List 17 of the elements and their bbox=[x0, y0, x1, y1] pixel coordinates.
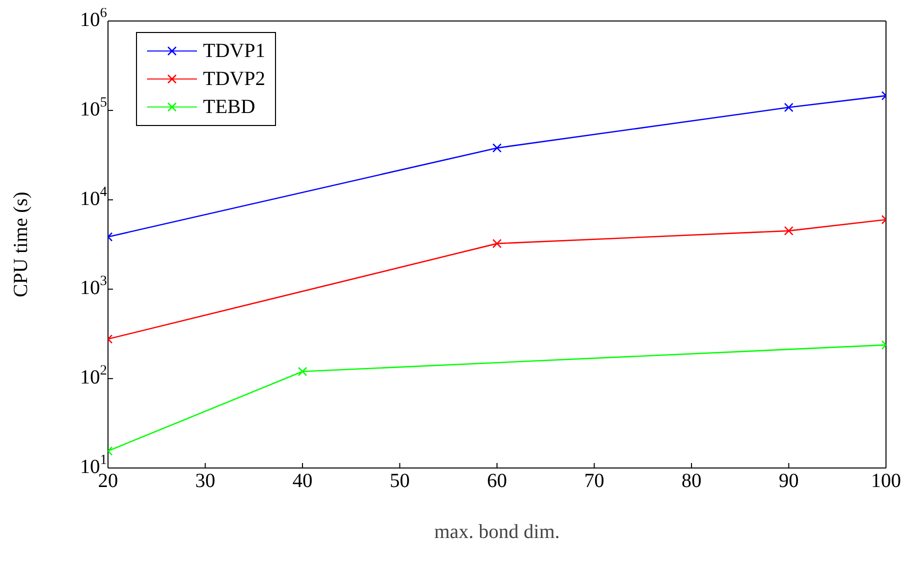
legend-label: TDVP1 bbox=[203, 40, 266, 62]
x-tick-label: 60 bbox=[487, 470, 507, 492]
x-tick-label: 50 bbox=[390, 470, 410, 492]
x-tick-label: 90 bbox=[778, 470, 799, 492]
x-tick-label: 70 bbox=[584, 470, 604, 492]
y-tick-label: 10$^{3}$ bbox=[80, 274, 107, 299]
x-tick-label: 30 bbox=[195, 470, 216, 492]
legend-label: TEBD bbox=[203, 96, 256, 118]
y-tick-label: 10$^{2}$ bbox=[80, 363, 107, 388]
y-axis-title: CPU time (s) bbox=[10, 192, 32, 298]
x-axis-title: max. bond dim. bbox=[434, 521, 560, 543]
y-tick-label: 10$^{5}$ bbox=[80, 95, 107, 120]
y-tick-label: 10$^{4}$ bbox=[80, 184, 107, 210]
x-tick-label: 100 bbox=[871, 470, 901, 492]
x-tick-label: 80 bbox=[682, 470, 702, 492]
legend-label: TDVP2 bbox=[203, 68, 266, 90]
x-tick-label: 40 bbox=[292, 470, 312, 492]
